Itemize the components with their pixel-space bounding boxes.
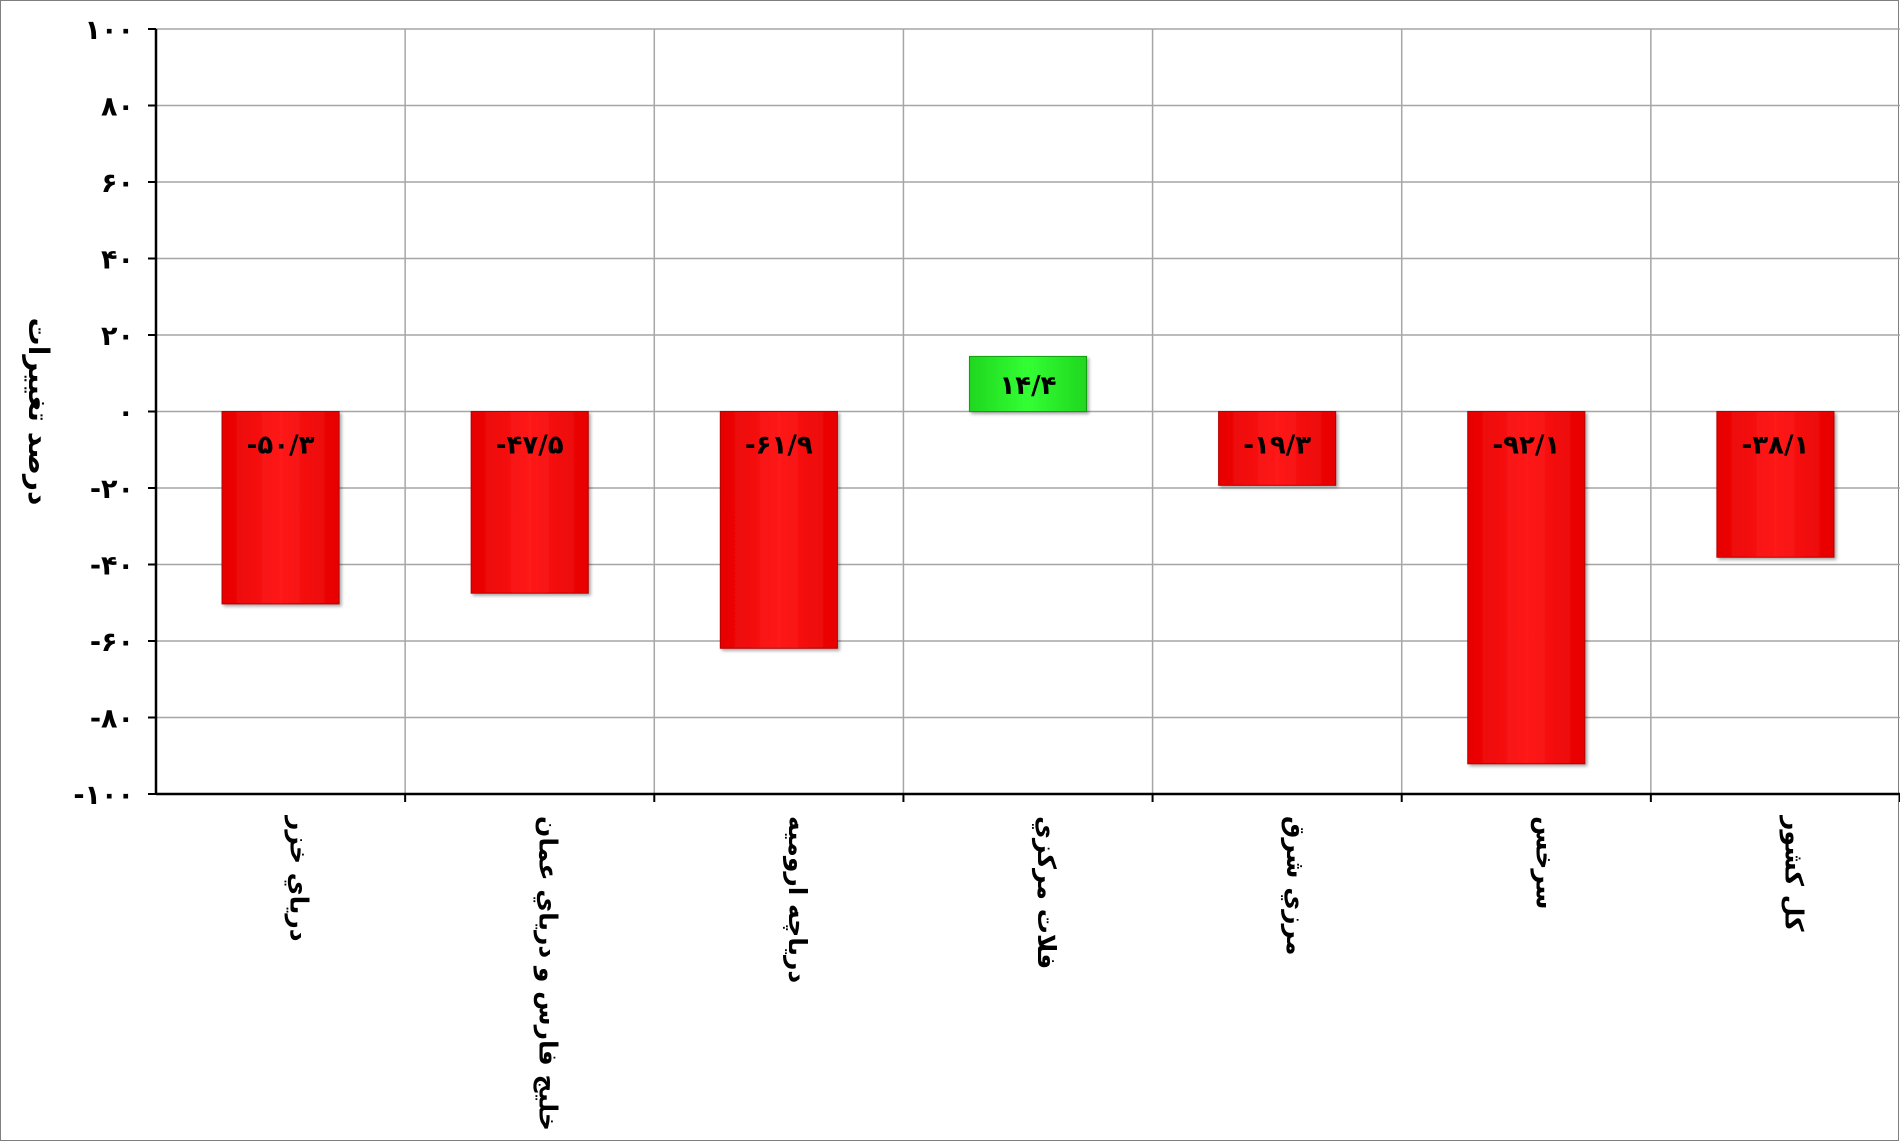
y-tick-label: ۴۰ (101, 245, 134, 276)
y-tick-label: -۸۰ (90, 704, 134, 735)
data-label: ۱۴/۴ (999, 371, 1056, 401)
y-tick-label: ۸۰ (101, 92, 134, 123)
data-label: -۱۹/۳ (1243, 431, 1311, 461)
bars (221, 355, 1835, 765)
y-tick-label: -۱۰۰ (73, 780, 134, 811)
category-label: درياي خزر (284, 814, 314, 942)
y-axis-title: درصد تغییرات (22, 318, 55, 506)
bar (1716, 411, 1835, 558)
bar (221, 411, 340, 605)
bar (719, 411, 838, 649)
y-tick-label: ۰ (118, 398, 134, 429)
y-tick-label: -۲۰ (90, 474, 134, 505)
category-label: سرخس (1529, 816, 1559, 910)
axes (148, 28, 1900, 802)
y-tick-label: ۱۰۰ (85, 15, 134, 46)
data-label: -۵۰/۳ (247, 431, 315, 461)
labels: ۱۰۰ ۸۰ ۶۰ ۴۰ ۲۰ ۰ -۲۰ -۴۰ -۶۰ -۸۰ -۱۰۰ -۵۰/۳ درياي خ… (22, 15, 1809, 1131)
bar (1467, 411, 1586, 765)
y-tick-label: ۶۰ (101, 168, 134, 199)
data-label: -۴۷/۵ (496, 431, 564, 461)
category-label: فلات مركزي (1031, 816, 1061, 969)
category-label: كل كشور (1778, 814, 1808, 932)
category-label: درياچه اروميه (782, 816, 812, 983)
category-label: مرزي شرق (1280, 816, 1310, 956)
bar (1218, 411, 1337, 486)
data-label: -۹۲/۱ (1492, 431, 1560, 461)
y-tick-label: -۶۰ (90, 627, 134, 658)
y-tick-label: -۴۰ (90, 551, 134, 582)
bar (470, 411, 589, 594)
data-label: -۶۱/۹ (745, 431, 813, 461)
category-label: خليج فارس و درياي عمان (533, 816, 563, 1131)
bar (968, 355, 1088, 413)
y-tick-label: ۲۰ (101, 321, 134, 352)
data-label: -۳۸/۱ (1741, 431, 1809, 461)
